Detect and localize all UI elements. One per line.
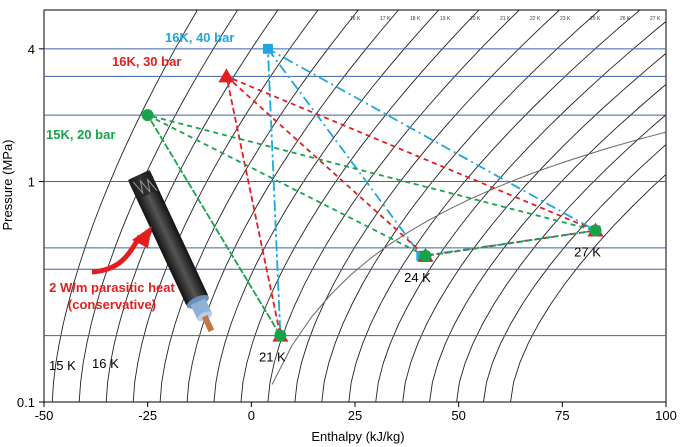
x-axis-label: Enthalpy (kJ/kg) [311,429,404,444]
isotherm-top-label: 17 K [380,16,391,22]
heat-arrow-head [132,226,152,248]
isotherm-curve [294,10,560,402]
x-tick-label: 25 [348,408,362,423]
point-label: 21 K [259,350,286,365]
isotherm-curve [51,10,198,402]
data-point-circle [274,329,287,342]
y-tick-label: 1 [28,175,35,190]
isotherm-curve [78,10,238,402]
series-label-16k-40bar: 16K, 40 bar [165,30,234,45]
x-tick-label: 100 [655,408,677,423]
x-tick-label: 50 [451,408,465,423]
x-tick-label: -25 [138,408,157,423]
data-point-square [262,43,273,54]
isotherm-curve [240,10,480,402]
point-label: 24 K [404,270,431,285]
isotherm-top-label: 23 K [560,16,571,22]
isotherm-curve [375,20,666,402]
y-axis-label: Pressure (MPa) [0,139,15,230]
series-line [266,47,599,336]
isotherm-top-label: 19 K [440,16,451,22]
x-tick-label: 0 [248,408,255,423]
isotherm-curve [132,10,319,402]
isotherm-top-label: 20 K [470,16,481,22]
series-group [141,43,604,342]
data-point-circle [589,224,602,237]
y-tick-label: 4 [28,42,35,57]
data-point-circle [419,249,432,262]
isotherm-top-label: 22 K [530,16,541,22]
data-point-circle [141,109,154,122]
isotherm-curve [159,10,359,402]
isotherm-curve [213,10,440,402]
data-point-triangle [218,68,235,83]
series-line [225,74,599,336]
hts-cable-icon [127,169,215,333]
isotherm-curve [510,173,666,402]
isotherm-top-label: 27 K [650,16,661,22]
x-tick-label: -50 [35,408,54,423]
isotherm-top-label: 18 K [410,16,421,22]
isotherm-curve [321,10,601,402]
point-labels: 21 K 24 K 27 K [259,244,601,364]
saturation-dome [271,131,666,385]
isotherm-top-label: 26 K [620,16,631,22]
annotation-line1: 2 W/m parasitic heat [49,280,175,295]
isotherm-curve [186,10,399,402]
y-axis-ticks: 0.1 1 4 [17,42,44,410]
isotherm-label-16k: 16 K [92,356,119,371]
x-axis-ticks: -50 -25 0 25 50 75 100 [35,402,677,423]
point-label: 27 K [574,244,601,259]
y-tick-label: 0.1 [17,395,35,410]
x-tick-label: 75 [555,408,569,423]
series-line [145,113,596,337]
isotherm-top-label: 25 K [590,16,601,22]
series-label-16k-30bar: 16K, 30 bar [112,54,181,69]
isotherm-curve [348,10,641,402]
isotherm-top-labels: 16 K 17 K 18 K 19 K 20 K 21 K 22 K 23 K 25 K 26 K… [350,16,661,22]
isotherm-curve [429,83,666,402]
isotherm-label-15k: 15 K [49,358,76,373]
isotherm-curve [456,114,666,402]
isotherm-top-label: 21 K [500,16,511,22]
annotation-line2: (conservative) [68,297,156,312]
isotherm-curve [402,52,666,402]
isotherm-curve [483,144,666,402]
isotherm-top-label: 16 K [350,16,361,22]
series-label-15k-20bar: 15K, 20 bar [46,127,115,142]
